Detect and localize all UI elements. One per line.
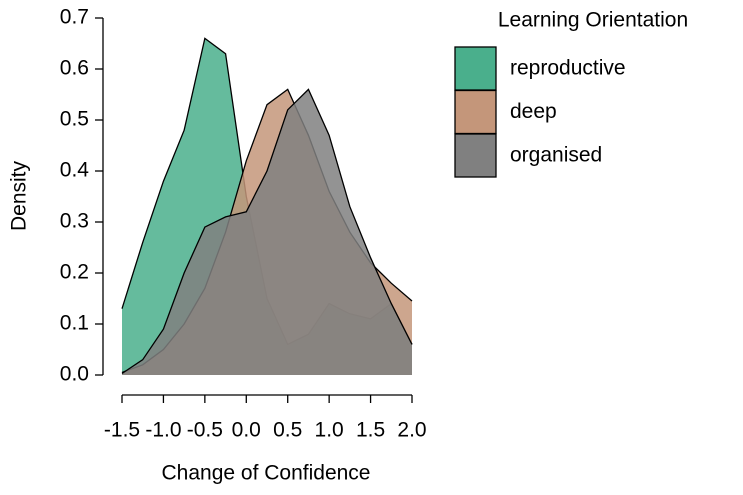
- legend-swatch: [454, 133, 497, 178]
- y-tick-label: 0.1: [60, 312, 89, 335]
- x-tick-label: -1.5: [104, 419, 140, 442]
- density-area: [122, 89, 412, 376]
- y-tick-label: 0.6: [60, 57, 89, 80]
- legend-title: Learning Orientation: [498, 9, 688, 32]
- legend-label: reproductive: [510, 57, 626, 80]
- legend-swatch: [454, 46, 497, 91]
- x-axis-label: Change of Confidence: [162, 462, 371, 485]
- density-line: [121, 88, 413, 375]
- x-tick-label: 0.0: [232, 419, 261, 442]
- x-tick-label: 1.0: [315, 419, 344, 442]
- y-axis-label: Density: [8, 160, 31, 231]
- y-tick-label: 0.0: [60, 363, 89, 386]
- x-tick-label: -0.5: [187, 419, 223, 442]
- x-tick-label: 2.0: [397, 419, 426, 442]
- y-tick-label: 0.4: [60, 159, 90, 182]
- x-tick-label: 0.5: [273, 419, 302, 442]
- y-tick-label: 0.3: [60, 210, 89, 233]
- x-tick-label: 1.5: [356, 419, 385, 442]
- legend-label: organised: [510, 144, 602, 167]
- y-tick-label: 0.7: [60, 6, 89, 29]
- x-tick-label: -1.0: [145, 419, 181, 442]
- legend-swatch: [454, 89, 497, 135]
- y-tick-label: 0.2: [60, 261, 89, 284]
- y-tick-label: 0.5: [60, 108, 89, 131]
- legend-label: deep: [510, 100, 557, 123]
